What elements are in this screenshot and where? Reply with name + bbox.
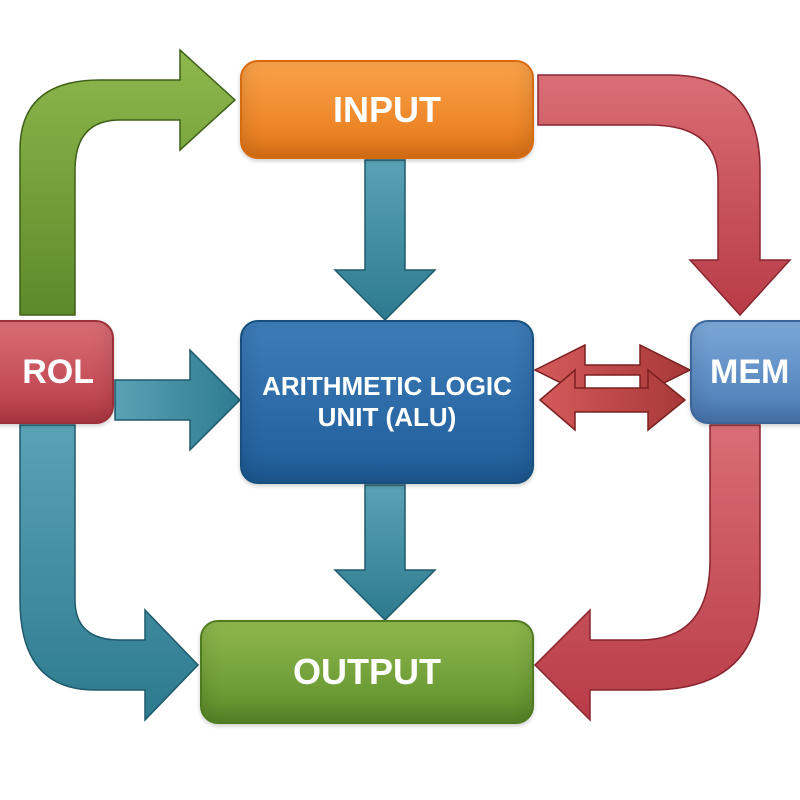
node-output: OUTPUT [200, 620, 534, 724]
arrow-memory-to-output [535, 425, 760, 720]
arrow-alu-to-output [335, 485, 435, 620]
node-control: ROL [0, 320, 114, 424]
arrow-control-to-input [20, 50, 235, 315]
node-memory-label: MEM [692, 346, 799, 399]
arrow-alu-memory [535, 345, 690, 430]
arrow-input-to-memory [538, 75, 790, 315]
arrow-input-to-alu [335, 160, 435, 320]
node-input: INPUT [240, 60, 534, 159]
node-alu-label: ARITHMETIC LOGIC UNIT (ALU) [242, 365, 532, 439]
node-input-label: INPUT [323, 82, 451, 137]
arrow-control-to-alu [115, 350, 240, 450]
arrow-control-to-output [20, 425, 198, 720]
node-alu: ARITHMETIC LOGIC UNIT (ALU) [240, 320, 534, 484]
node-control-label: ROL [12, 346, 112, 399]
node-memory: MEM [690, 320, 800, 424]
node-output-label: OUTPUT [283, 644, 451, 699]
